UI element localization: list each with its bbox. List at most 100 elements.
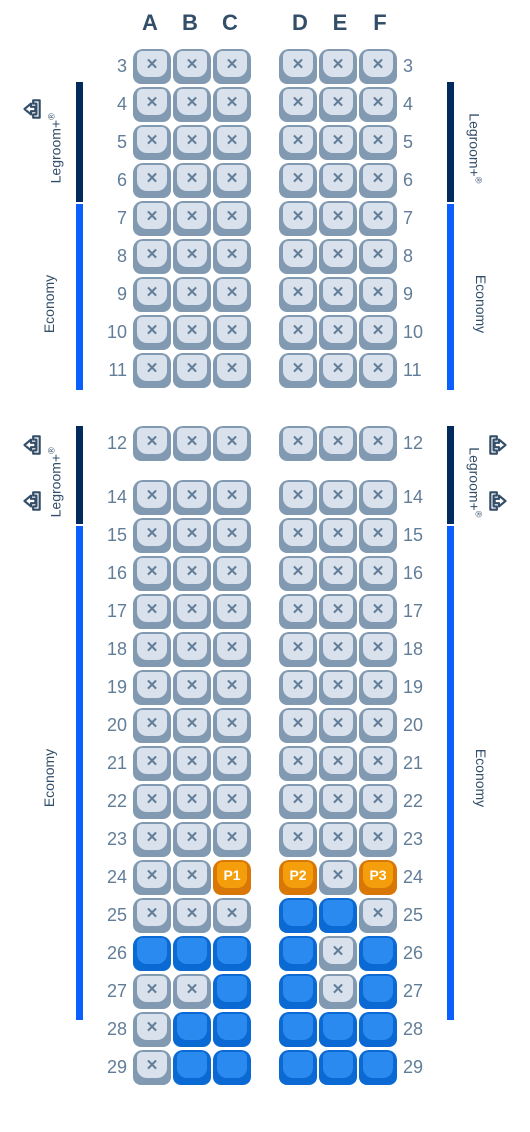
seat-17A (133, 594, 171, 629)
seat-20D (279, 708, 317, 743)
seat-row-19: 1919 (93, 669, 437, 706)
seat-25D[interactable] (279, 898, 317, 933)
seat-row-14: 1414 (93, 479, 437, 516)
row-number: 20 (93, 715, 133, 736)
section-label-legroom: Legroom+® (47, 447, 64, 517)
seat-26D[interactable] (279, 936, 317, 971)
seat-row-4: 44 (93, 86, 437, 123)
seat-23A (133, 822, 171, 857)
seat-23F (359, 822, 397, 857)
seat-8E (319, 239, 357, 274)
seat-29F[interactable] (359, 1050, 397, 1085)
seat-26E (319, 936, 357, 971)
col-label: B (170, 10, 210, 36)
seat-25E[interactable] (319, 898, 357, 933)
row-number: 21 (397, 753, 437, 774)
seat-27D[interactable] (279, 974, 317, 1009)
seat-16B (173, 556, 211, 591)
seat-29E[interactable] (319, 1050, 357, 1085)
seat-26A[interactable] (133, 936, 171, 971)
col-label: D (280, 10, 320, 36)
seat-row-15: 1515 (93, 517, 437, 554)
seat-7F (359, 201, 397, 236)
exit-icon (18, 432, 44, 458)
seat-11C (213, 353, 251, 388)
seat-11F (359, 353, 397, 388)
seat-28E[interactable] (319, 1012, 357, 1047)
column-headers: A B C D E F (0, 10, 530, 36)
seat-15F (359, 518, 397, 553)
row-number: 8 (397, 246, 437, 267)
seat-10D (279, 315, 317, 350)
seat-9A (133, 277, 171, 312)
row-number: 5 (93, 132, 133, 153)
seat-22E (319, 784, 357, 819)
row-number: 12 (397, 433, 437, 454)
section-label-economy: Economy (473, 749, 489, 807)
seat-21E (319, 746, 357, 781)
row-number: 16 (93, 563, 133, 584)
seat-4B (173, 87, 211, 122)
seat-20A (133, 708, 171, 743)
row-number: 10 (93, 322, 133, 343)
seat-26B[interactable] (173, 936, 211, 971)
seat-10C (213, 315, 251, 350)
seat-14E (319, 480, 357, 515)
seat-row-18: 1818 (93, 631, 437, 668)
seat-5B (173, 125, 211, 160)
seat-22D (279, 784, 317, 819)
seat-14D (279, 480, 317, 515)
seat-21F (359, 746, 397, 781)
row-number: 12 (93, 433, 133, 454)
seat-16F (359, 556, 397, 591)
seat-24D[interactable]: P2 (279, 860, 317, 895)
seat-3E (319, 49, 357, 84)
seat-15C (213, 518, 251, 553)
seat-29C[interactable] (213, 1050, 251, 1085)
seat-3F (359, 49, 397, 84)
seat-28F[interactable] (359, 1012, 397, 1047)
row-number: 15 (397, 525, 437, 546)
seat-24C[interactable]: P1 (213, 860, 251, 895)
seat-20F (359, 708, 397, 743)
row-number: 4 (93, 94, 133, 115)
seat-24A (133, 860, 171, 895)
seat-17C (213, 594, 251, 629)
seat-8B (173, 239, 211, 274)
seat-14B (173, 480, 211, 515)
seat-28B[interactable] (173, 1012, 211, 1047)
row-number: 11 (397, 360, 437, 381)
seat-8D (279, 239, 317, 274)
seat-28C[interactable] (213, 1012, 251, 1047)
seat-15B (173, 518, 211, 553)
seat-28D[interactable] (279, 1012, 317, 1047)
seat-19F (359, 670, 397, 705)
section-label-economy: Economy (473, 275, 489, 333)
row-number: 16 (397, 563, 437, 584)
seat-row-6: 66 (93, 162, 437, 199)
seat-27C[interactable] (213, 974, 251, 1009)
row-number: 6 (93, 170, 133, 191)
seat-9B (173, 277, 211, 312)
seat-15D (279, 518, 317, 553)
row-number: 17 (397, 601, 437, 622)
seat-29D[interactable] (279, 1050, 317, 1085)
seat-15E (319, 518, 357, 553)
row-number: 22 (397, 791, 437, 812)
seat-20E (319, 708, 357, 743)
seat-29B[interactable] (173, 1050, 211, 1085)
row-number: 23 (397, 829, 437, 850)
row-number: 14 (93, 487, 133, 508)
row-number: 24 (397, 867, 437, 888)
col-label: A (130, 10, 170, 36)
seat-18E (319, 632, 357, 667)
seat-12E (319, 426, 357, 461)
seat-26C[interactable] (213, 936, 251, 971)
seat-3C (213, 49, 251, 84)
seat-26F[interactable] (359, 936, 397, 971)
seat-12B (173, 426, 211, 461)
seat-24F[interactable]: P3 (359, 860, 397, 895)
seat-row-23: 2323 (93, 821, 437, 858)
seat-27F[interactable] (359, 974, 397, 1009)
row-number: 9 (397, 284, 437, 305)
